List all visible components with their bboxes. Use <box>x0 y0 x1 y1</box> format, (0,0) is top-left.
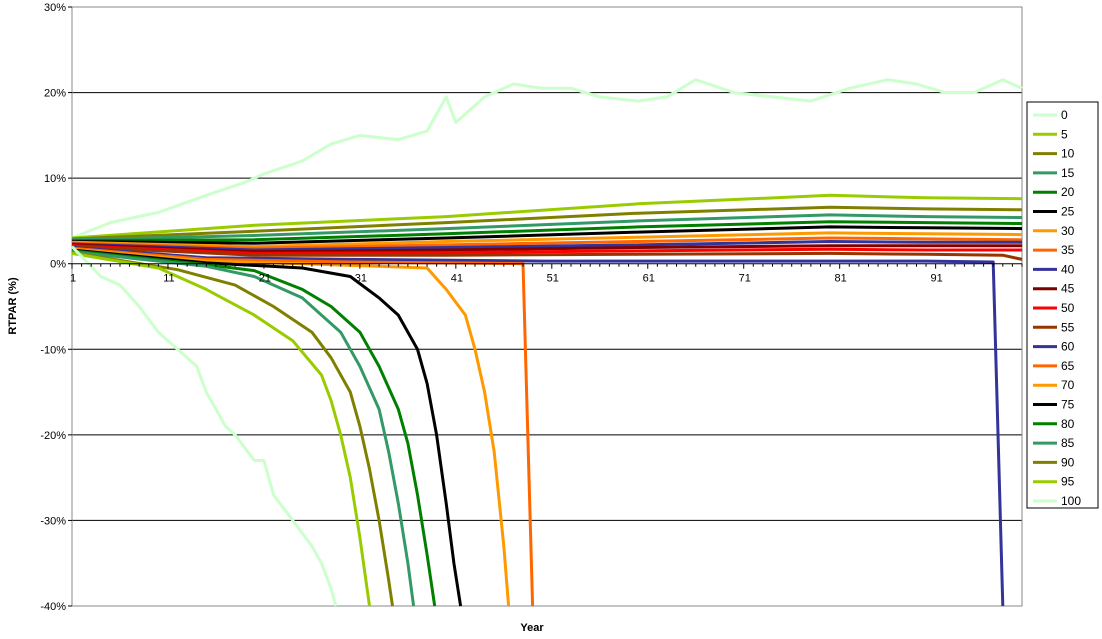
legend-label-80: 80 <box>1061 417 1075 431</box>
series-line-60 <box>71 246 1005 607</box>
legend-label-75: 75 <box>1061 398 1075 412</box>
series-line-55 <box>71 245 1023 261</box>
y-tick-label: 20% <box>44 88 66 100</box>
x-tick-label: 81 <box>835 273 847 285</box>
legend-box <box>1026 101 1099 509</box>
x-tick-label: 51 <box>547 273 559 285</box>
x-tick-label: 1 <box>70 273 76 285</box>
legend-label-50: 50 <box>1061 301 1075 315</box>
y-tick-label: 0% <box>50 259 66 271</box>
x-axis-title: Year <box>520 622 544 634</box>
series-line-35 <box>71 236 1023 250</box>
series-line-30 <box>71 231 1023 249</box>
series-line-25 <box>71 225 1023 245</box>
series-line-50 <box>71 244 1022 255</box>
series-lines <box>70 78 1023 607</box>
x-tick-labels: 1 11 21 31 41 51 61 71 81 91 <box>70 273 943 285</box>
legend-label-0: 0 <box>1061 108 1068 122</box>
legend-label-70: 70 <box>1061 378 1075 392</box>
series-line-100 <box>70 245 338 607</box>
series-line-40 <box>71 240 1022 252</box>
x-tick-label: 41 <box>451 273 463 285</box>
legend-label-15: 15 <box>1061 166 1075 180</box>
legend-label-20: 20 <box>1061 185 1075 199</box>
series-line-95 <box>71 251 371 607</box>
series-line-0 <box>71 78 1023 240</box>
series-line-75 <box>71 248 463 607</box>
series-line-20 <box>71 220 1023 243</box>
legend-label-65: 65 <box>1061 359 1075 373</box>
x-tick-label: 31 <box>355 273 367 285</box>
legend-label-35: 35 <box>1061 243 1075 257</box>
series-line-85 <box>71 250 416 607</box>
legend-label-55: 55 <box>1061 320 1075 334</box>
legend-label-85: 85 <box>1061 436 1075 450</box>
legend-label-100: 100 <box>1061 494 1081 508</box>
series-line-80 <box>71 249 437 607</box>
y-tick-label: -40% <box>40 601 66 613</box>
legend-label-10: 10 <box>1061 147 1075 161</box>
legend-label-90: 90 <box>1061 455 1075 469</box>
legend: 0 5 10 15 20 25 30 35 40 45 50 55 60 65 70 75 80 85 90 95 10… <box>1026 101 1099 509</box>
x-axis-line <box>71 263 1023 269</box>
y-axis-title: RTPAR (%) <box>7 277 19 335</box>
legend-label-25: 25 <box>1061 205 1075 219</box>
x-tick-label: 21 <box>259 273 271 285</box>
y-tick-label: 10% <box>44 173 66 185</box>
x-tick-label: 61 <box>643 273 655 285</box>
x-tick-label: 71 <box>739 273 751 285</box>
x-tick-label: 91 <box>931 273 943 285</box>
plot-area-border <box>71 6 1023 607</box>
series-line-15 <box>71 213 1023 242</box>
y-tick-label: -20% <box>40 430 66 442</box>
legend-label-5: 5 <box>1061 127 1068 141</box>
legend-label-30: 30 <box>1061 224 1075 238</box>
gridlines <box>72 92 1022 521</box>
legend-label-45: 45 <box>1061 282 1075 296</box>
y-tick-label: 30% <box>44 2 66 14</box>
legend-label-95: 95 <box>1061 475 1075 489</box>
legend-label-40: 40 <box>1061 262 1075 276</box>
x-tick-label: 11 <box>163 273 174 285</box>
series-line-10 <box>71 205 1023 241</box>
y-tick-labels: -40% -30% -20% -10% 0% 10% 20% 30% <box>40 2 72 613</box>
series-line-90 <box>71 251 394 607</box>
y-tick-label: -30% <box>40 515 66 527</box>
legend-label-60: 60 <box>1061 340 1075 354</box>
series-line-5 <box>71 193 1023 240</box>
series-line-45 <box>71 243 1022 254</box>
y-tick-label: -10% <box>40 344 66 356</box>
